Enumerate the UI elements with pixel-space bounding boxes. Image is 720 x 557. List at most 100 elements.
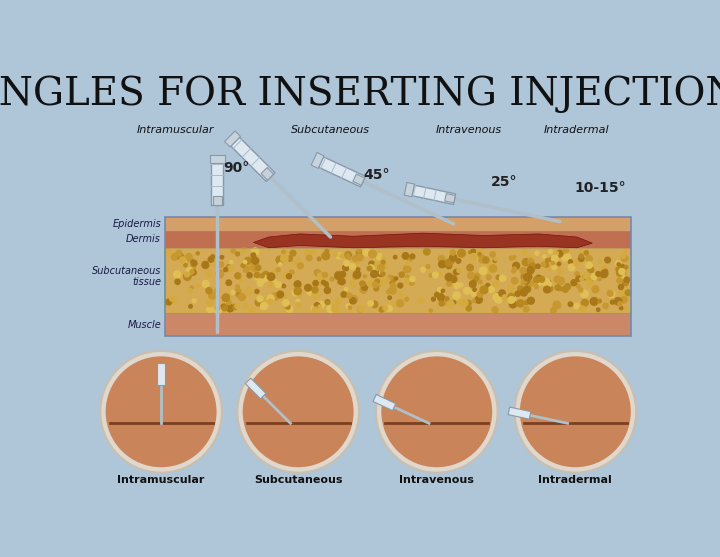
Circle shape (335, 297, 341, 304)
Circle shape (226, 280, 232, 285)
Circle shape (449, 258, 454, 263)
Text: Intradermal: Intradermal (544, 125, 610, 135)
Circle shape (446, 263, 451, 268)
Circle shape (387, 290, 391, 294)
Circle shape (493, 294, 500, 301)
Circle shape (446, 281, 451, 286)
Polygon shape (445, 194, 455, 203)
Circle shape (192, 299, 196, 303)
Circle shape (616, 270, 623, 276)
Circle shape (276, 282, 282, 287)
Circle shape (546, 285, 553, 292)
Circle shape (222, 296, 228, 301)
Circle shape (214, 307, 221, 314)
Circle shape (378, 265, 384, 271)
Polygon shape (373, 394, 396, 411)
Circle shape (528, 297, 534, 304)
Circle shape (611, 300, 614, 304)
Circle shape (487, 266, 494, 272)
Circle shape (241, 263, 245, 267)
Polygon shape (246, 378, 266, 399)
Circle shape (486, 284, 490, 287)
Circle shape (175, 279, 180, 285)
Circle shape (268, 282, 274, 288)
Circle shape (619, 306, 623, 310)
Circle shape (377, 283, 381, 286)
Circle shape (549, 250, 552, 253)
Circle shape (601, 266, 607, 271)
Circle shape (588, 282, 593, 287)
Circle shape (340, 254, 343, 258)
Polygon shape (157, 363, 165, 385)
Circle shape (522, 258, 530, 266)
Text: Intramuscular: Intramuscular (117, 475, 204, 485)
Circle shape (242, 248, 246, 253)
Circle shape (603, 303, 608, 309)
Circle shape (230, 261, 233, 264)
Circle shape (543, 255, 546, 258)
Circle shape (233, 305, 238, 310)
Circle shape (527, 267, 534, 274)
Circle shape (290, 250, 296, 256)
Circle shape (282, 250, 285, 254)
Circle shape (206, 287, 212, 294)
Circle shape (374, 286, 379, 291)
Circle shape (209, 292, 216, 300)
Circle shape (477, 250, 482, 255)
Circle shape (508, 285, 515, 292)
Circle shape (360, 286, 367, 294)
Circle shape (523, 273, 531, 281)
Circle shape (312, 307, 318, 312)
Circle shape (267, 295, 274, 302)
Circle shape (188, 289, 193, 294)
Circle shape (490, 265, 497, 272)
Circle shape (388, 276, 395, 284)
Circle shape (254, 272, 260, 278)
Text: ANGLES FOR INSERTING INJECTIONS: ANGLES FOR INSERTING INJECTIONS (0, 75, 720, 113)
Circle shape (566, 284, 570, 289)
Circle shape (227, 300, 231, 305)
Circle shape (282, 284, 286, 288)
Circle shape (330, 277, 334, 281)
Circle shape (352, 256, 358, 261)
Circle shape (382, 356, 492, 467)
Circle shape (245, 288, 252, 295)
Circle shape (235, 285, 239, 289)
Circle shape (235, 252, 240, 256)
Circle shape (512, 267, 516, 271)
Circle shape (403, 266, 410, 272)
Circle shape (438, 287, 442, 292)
Circle shape (473, 273, 480, 280)
Circle shape (466, 305, 472, 311)
Circle shape (589, 262, 592, 266)
Circle shape (450, 276, 457, 282)
Circle shape (502, 295, 508, 301)
Circle shape (379, 278, 385, 285)
Circle shape (271, 292, 274, 296)
Circle shape (227, 305, 233, 312)
Circle shape (511, 277, 518, 284)
Circle shape (184, 259, 189, 263)
Circle shape (557, 277, 564, 285)
Circle shape (495, 293, 500, 297)
Circle shape (356, 268, 360, 271)
Circle shape (553, 301, 561, 309)
Circle shape (554, 276, 561, 283)
Circle shape (293, 261, 297, 265)
Circle shape (331, 305, 339, 312)
Circle shape (294, 281, 301, 287)
Circle shape (521, 281, 525, 285)
Circle shape (378, 271, 384, 276)
Circle shape (551, 307, 557, 313)
Circle shape (521, 289, 527, 296)
Circle shape (307, 289, 314, 295)
Bar (165, 217, 631, 231)
Circle shape (521, 273, 528, 280)
Circle shape (458, 250, 465, 257)
Circle shape (189, 305, 192, 308)
Circle shape (447, 301, 454, 308)
Circle shape (215, 289, 219, 293)
Circle shape (459, 283, 463, 287)
Circle shape (313, 281, 318, 286)
Circle shape (289, 270, 294, 275)
